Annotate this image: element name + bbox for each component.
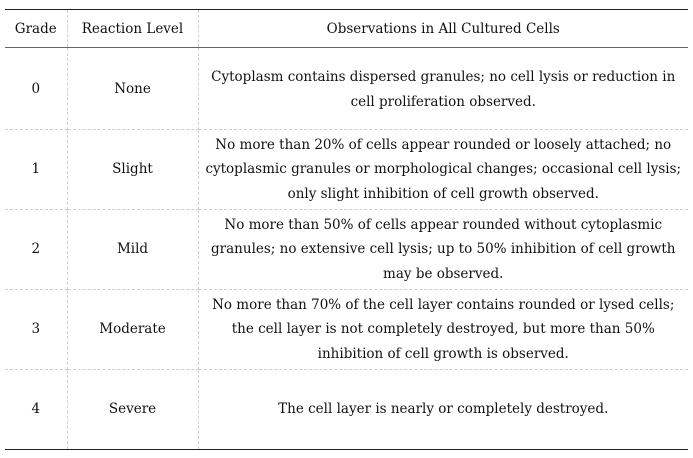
table-body: 0 None Cytoplasm contains dispersed gran… bbox=[5, 47, 688, 450]
table-row: 3 Moderate No more than 70% of the cell … bbox=[5, 289, 688, 370]
cell-observations: No more than 20% of cells appear rounded… bbox=[198, 129, 688, 210]
header-grade: Grade bbox=[5, 9, 68, 48]
cell-reaction-level: Mild bbox=[67, 209, 199, 290]
cell-grade: 0 bbox=[5, 47, 68, 130]
cell-reaction-level: Severe bbox=[67, 369, 199, 450]
cell-grade: 3 bbox=[5, 289, 68, 370]
table-row: 0 None Cytoplasm contains dispersed gran… bbox=[5, 47, 688, 130]
cell-reaction-level: Slight bbox=[67, 129, 199, 210]
header-reaction-level: Reaction Level bbox=[67, 9, 199, 48]
cell-observations: Cytoplasm contains dispersed granules; n… bbox=[198, 47, 688, 130]
cytotoxicity-grade-table: Grade Reaction Level Observations in All… bbox=[5, 9, 688, 450]
cell-observations: The cell layer is nearly or completely d… bbox=[198, 369, 688, 450]
cell-reaction-level: Moderate bbox=[67, 289, 199, 370]
cell-grade: 4 bbox=[5, 369, 68, 450]
cell-observations: No more than 50% of cells appear rounded… bbox=[198, 209, 688, 290]
table-row: 2 Mild No more than 50% of cells appear … bbox=[5, 209, 688, 290]
table-row: 1 Slight No more than 20% of cells appea… bbox=[5, 129, 688, 210]
header-row: Grade Reaction Level Observations in All… bbox=[5, 9, 688, 48]
header-observations: Observations in All Cultured Cells bbox=[198, 9, 688, 48]
cell-grade: 1 bbox=[5, 129, 68, 210]
table-row: 4 Severe The cell layer is nearly or com… bbox=[5, 369, 688, 450]
cell-grade: 2 bbox=[5, 209, 68, 290]
cell-reaction-level: None bbox=[67, 47, 199, 130]
table-header: Grade Reaction Level Observations in All… bbox=[5, 9, 688, 48]
cell-observations: No more than 70% of the cell layer conta… bbox=[198, 289, 688, 370]
